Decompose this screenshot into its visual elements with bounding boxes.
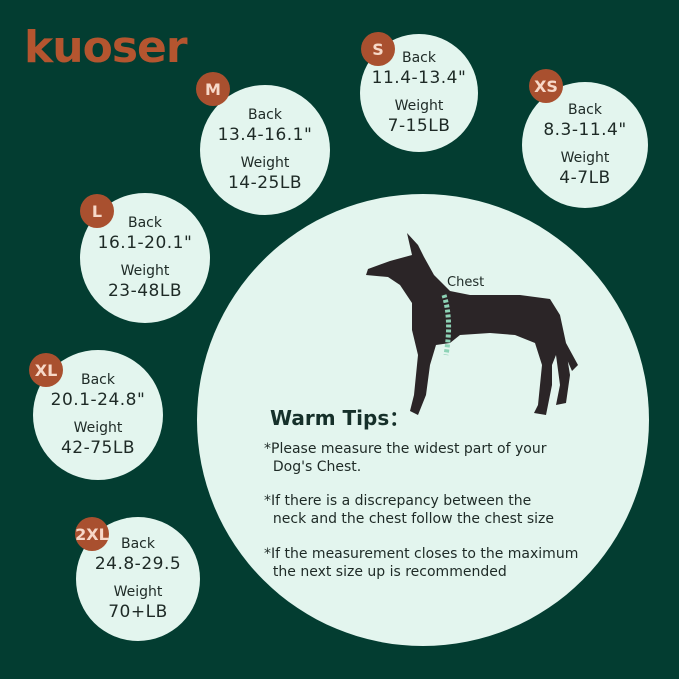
- back-value: 24.8-29.5: [94, 554, 182, 574]
- back-label: Back: [128, 215, 162, 231]
- weight-value: 4-7LB: [559, 168, 611, 188]
- size-card-m: Back 13.4-16.1" Weight 14-25LB: [200, 85, 330, 215]
- back-label: Back: [248, 107, 282, 123]
- warm-tips-title: Warm Tips：: [270, 406, 410, 430]
- back-value: 11.4-13.4": [371, 68, 467, 88]
- weight-label: Weight: [394, 98, 444, 114]
- back-value: 16.1-20.1": [97, 233, 193, 253]
- weight-value: 7-15LB: [387, 116, 451, 136]
- chest-label: Chest: [447, 275, 485, 290]
- weight-value: 42-75LB: [60, 438, 136, 458]
- tip-item: *Please measure the widest part of your …: [264, 441, 547, 475]
- dog-silhouette-icon: [366, 233, 578, 415]
- weight-label: Weight: [120, 263, 170, 279]
- back-value: 8.3-11.4": [543, 120, 627, 140]
- size-badge-xs: XS: [529, 69, 563, 103]
- back-label: Back: [402, 50, 436, 66]
- back-value: 13.4-16.1": [217, 125, 313, 145]
- back-label: Back: [568, 102, 602, 118]
- tip-item: *If there is a discrepancy between the n…: [264, 493, 555, 527]
- brand-logo: kuoser: [24, 22, 188, 73]
- size-badge-xl: XL: [29, 353, 63, 387]
- back-label: Back: [121, 536, 155, 552]
- weight-label: Weight: [560, 150, 610, 166]
- weight-value: 23-48LB: [107, 281, 183, 301]
- weight-value: 14-25LB: [227, 173, 303, 193]
- tip-item: *If the measurement closes to the maximu…: [264, 546, 579, 580]
- back-label: Back: [81, 372, 115, 388]
- weight-label: Weight: [113, 584, 163, 600]
- size-badge-2xl: 2XL: [75, 517, 109, 551]
- weight-label: Weight: [240, 155, 290, 171]
- size-badge-s: S: [361, 32, 395, 66]
- back-value: 20.1-24.8": [50, 390, 146, 410]
- size-card-xs: Back 8.3-11.4" Weight 4-7LB: [522, 82, 648, 208]
- size-badge-l: L: [80, 194, 114, 228]
- weight-label: Weight: [73, 420, 123, 436]
- weight-value: 70+LB: [108, 602, 168, 622]
- size-badge-m: M: [196, 72, 230, 106]
